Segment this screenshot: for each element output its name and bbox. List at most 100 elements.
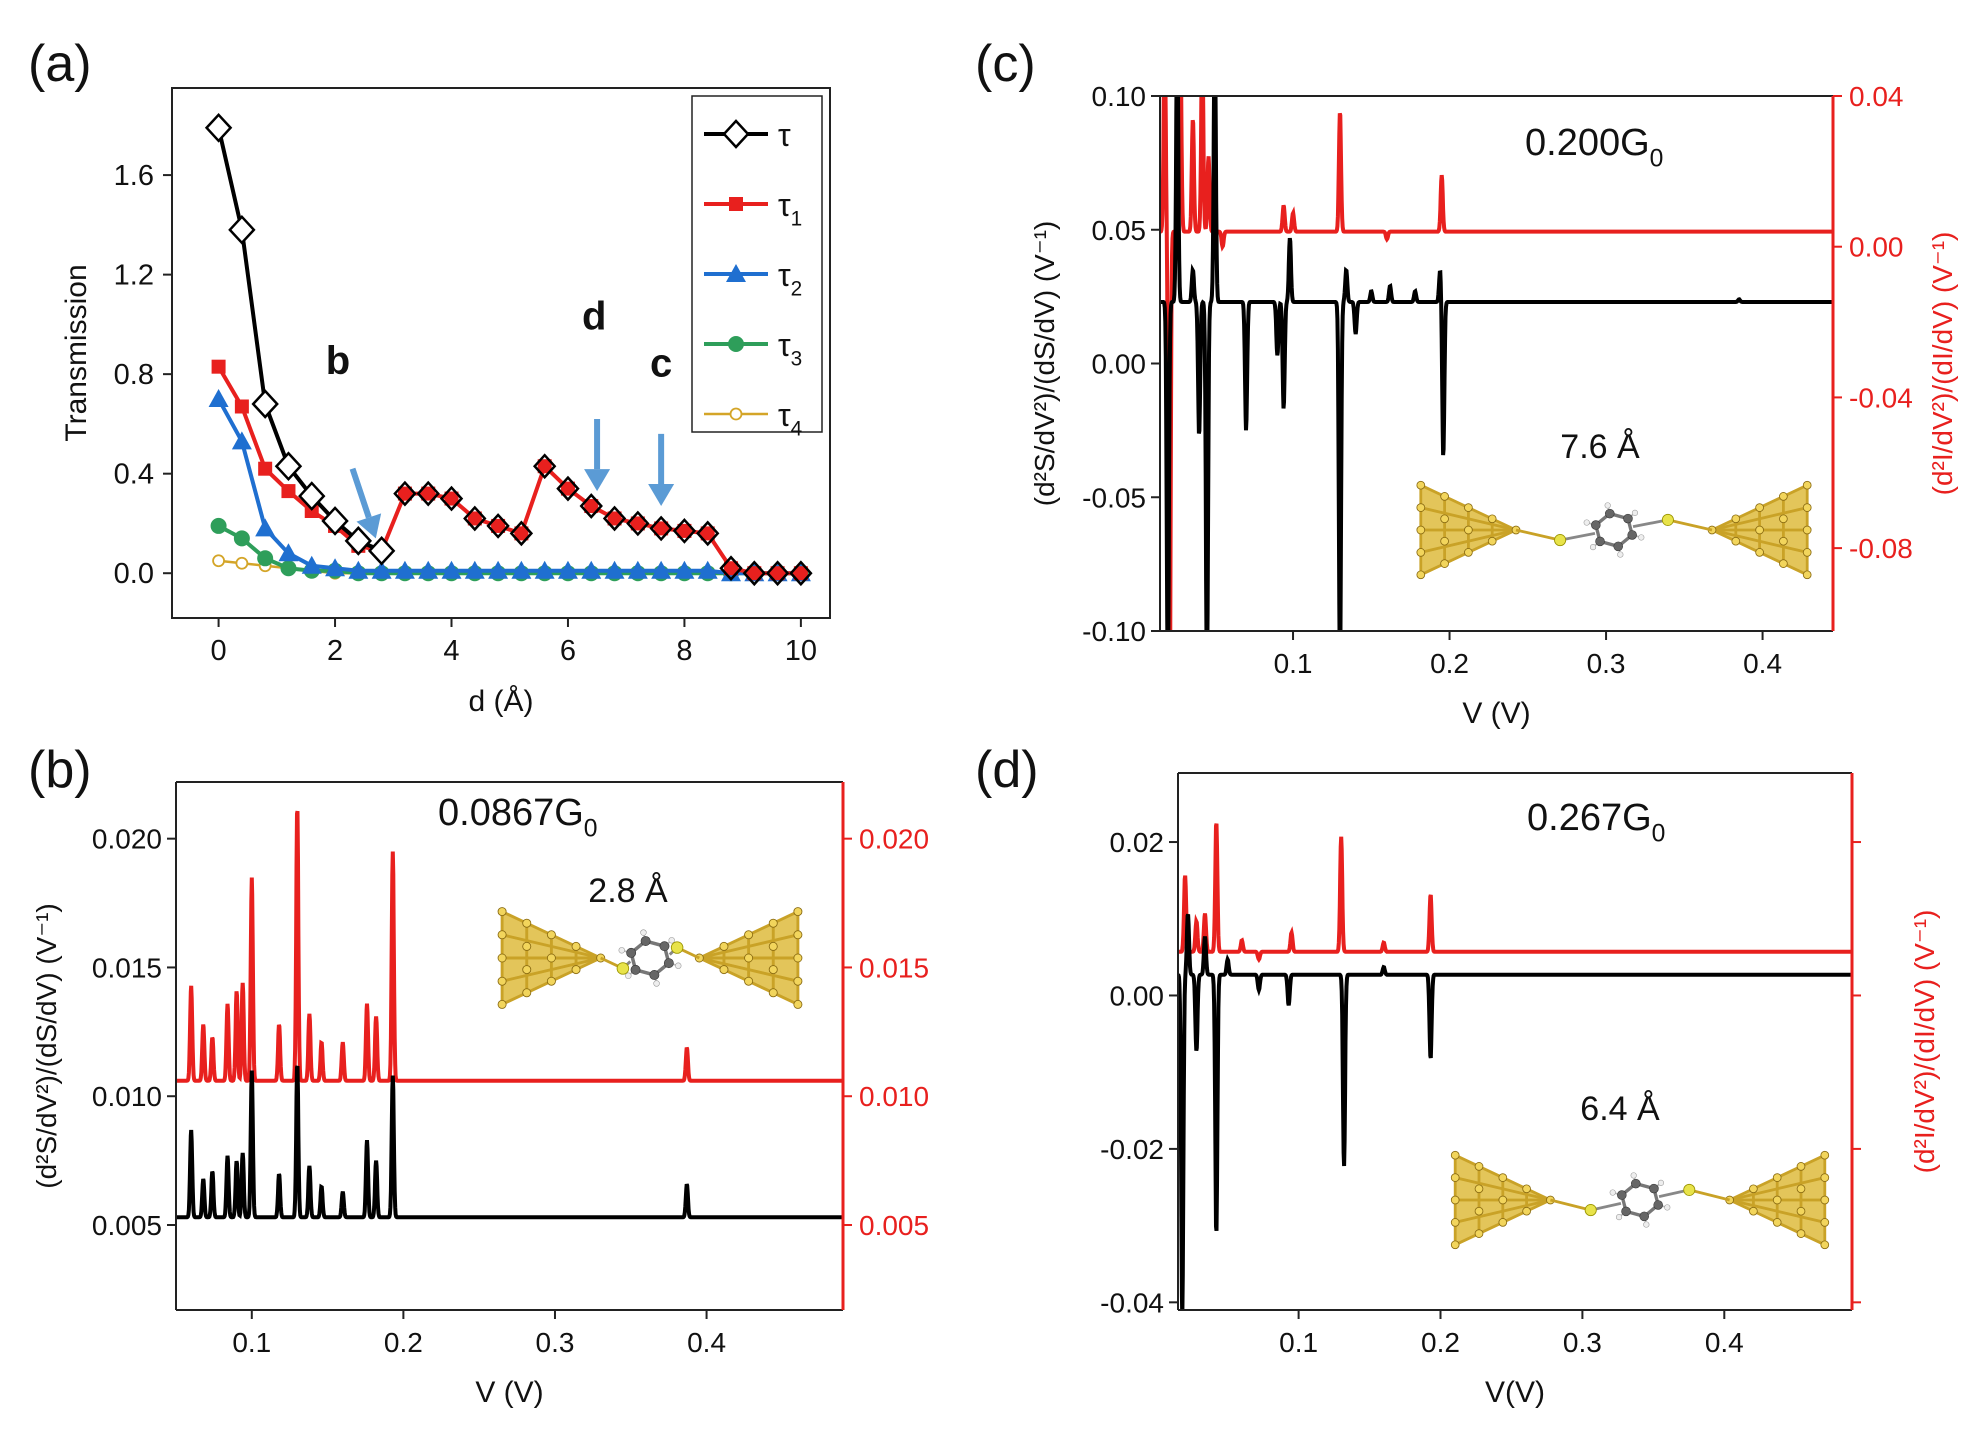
- y-tick-label-right-b: 0.010: [859, 1081, 929, 1112]
- gold-atom: [744, 976, 754, 986]
- data-point-a: [208, 389, 229, 408]
- x-tick-label-a: 6: [560, 635, 576, 667]
- gold-atom: [1416, 548, 1426, 557]
- gold-atom: [1474, 1162, 1484, 1171]
- gold-atom: [1731, 536, 1741, 546]
- gold-atom: [1440, 492, 1449, 501]
- y-tick-label-left-b: 0.010: [92, 1081, 162, 1112]
- y-axis-label-right-d: (d²I/dV²)/(dI/dV) (V⁻¹): [1909, 910, 1940, 1174]
- data-point-a: [255, 518, 276, 537]
- data-point-a-tau: [626, 510, 650, 537]
- conductance-label-c: 0.200G0: [1525, 122, 1663, 172]
- carbon-atom: [640, 936, 651, 946]
- gold-atom: [522, 988, 532, 998]
- gold-atom: [793, 999, 803, 1009]
- y-axis-label-a: Transmission: [60, 264, 93, 441]
- data-point-a: [654, 521, 669, 536]
- gold-atom: [1440, 559, 1449, 568]
- gold-atom: [768, 988, 778, 998]
- left-electrode-b: [497, 907, 606, 1009]
- gold-bond: [1420, 534, 1493, 554]
- sulfur-atom: [616, 962, 630, 975]
- gold-atom: [1779, 536, 1788, 546]
- data-point-a-tau: [321, 506, 349, 536]
- y-tick-label-a: 0.4: [114, 459, 154, 491]
- gold-atom: [1802, 570, 1812, 580]
- data-point-a: [514, 526, 529, 541]
- x-axis-label-c: V (V): [1462, 697, 1530, 730]
- x-tick-label-b: 0.4: [687, 1327, 726, 1358]
- data-point-a: [325, 558, 346, 577]
- hydrogen-atom: [653, 980, 660, 987]
- data-point-a-tau: [765, 560, 790, 587]
- right-electrode-d: [1725, 1150, 1830, 1250]
- gold-atom: [1749, 1184, 1758, 1194]
- data-point-a-tau: [579, 493, 603, 519]
- gold-atom: [546, 930, 556, 940]
- gold-atom: [793, 930, 803, 940]
- gold-bond: [1454, 1204, 1527, 1224]
- hydrogen-atom: [1631, 509, 1639, 516]
- hydrogen-atom: [675, 962, 682, 969]
- hydrogen-atom: [1638, 534, 1645, 541]
- junction-illustration-c: [1416, 480, 1812, 580]
- gold-atom: [1779, 492, 1788, 501]
- x-tick-label-b: 0.3: [536, 1327, 575, 1358]
- x-axis-label-b: V (V): [475, 1376, 543, 1409]
- carbon-atom: [1623, 513, 1633, 524]
- carbon-atom: [1617, 1190, 1627, 1200]
- hydrogen-atom: [668, 937, 675, 944]
- x-tick-label-d: 0.2: [1421, 1327, 1460, 1358]
- gold-atom: [497, 976, 507, 986]
- gold-atom: [1796, 1229, 1806, 1238]
- data-point-a: [651, 560, 672, 579]
- legend-label-a: τ2: [778, 257, 802, 301]
- data-point-a-tau: [719, 555, 743, 582]
- data-point-a: [488, 560, 509, 579]
- data-point-a: [371, 560, 392, 579]
- distance-label-b: 2.8 Å: [588, 872, 668, 910]
- gold-atom: [1749, 1206, 1758, 1216]
- arrow-b: [349, 467, 372, 519]
- hydrogen-atom: [1615, 1214, 1623, 1221]
- x-axis-label-a: d (Å): [468, 685, 533, 718]
- carbon-atom: [1591, 520, 1601, 530]
- hydrogen-atom: [1657, 1179, 1665, 1186]
- data-point-a: [770, 566, 785, 581]
- data-point-a: [534, 560, 555, 579]
- x-tick-label-b: 0.1: [232, 1327, 271, 1358]
- junction-illustration-d: [1450, 1150, 1830, 1250]
- series-line-c-black: [1160, 96, 1833, 631]
- data-point-a: [304, 504, 319, 519]
- hydrogen-atom: [1617, 551, 1624, 558]
- gold-atom: [1772, 1173, 1782, 1182]
- data-point-a: [397, 486, 412, 501]
- hydrogen-atom: [1643, 1221, 1650, 1228]
- gold-bond: [1753, 1204, 1826, 1224]
- y-axis-label-left-c: (d²S/dV²)/(dS/dV) (V⁻¹): [1029, 221, 1060, 506]
- gold-atom: [546, 953, 556, 963]
- hydrogen-atom: [1630, 1172, 1637, 1179]
- gold-atom: [1820, 1218, 1830, 1227]
- carbon-atom: [1613, 541, 1623, 552]
- series-line-d-red: [1178, 823, 1852, 964]
- gold-atom: [1440, 536, 1449, 546]
- data-point-a-tau: [416, 480, 440, 507]
- arrow-d: [584, 469, 611, 492]
- arrow-b: [356, 513, 382, 539]
- gold-atom: [1755, 525, 1764, 535]
- y-tick-label-right-b: 0.005: [859, 1210, 929, 1241]
- gold-atom: [1450, 1195, 1460, 1205]
- distance-label-c: 7.6 Å: [1560, 428, 1640, 466]
- y-tick-label-right-c: -0.04: [1849, 382, 1913, 413]
- x-tick-label-d: 0.4: [1705, 1327, 1744, 1358]
- x-tick-label-c: 0.1: [1274, 648, 1313, 679]
- gold-atom: [1522, 1184, 1531, 1194]
- gold-atom: [744, 930, 754, 940]
- data-point-a-tau: [556, 475, 580, 502]
- data-point-a-tau: [463, 505, 487, 532]
- hydrogen-atom: [1609, 1189, 1616, 1196]
- y-tick-label-right-b: 0.015: [859, 952, 929, 983]
- gold-atom: [1474, 1184, 1484, 1194]
- data-point-a: [630, 516, 645, 531]
